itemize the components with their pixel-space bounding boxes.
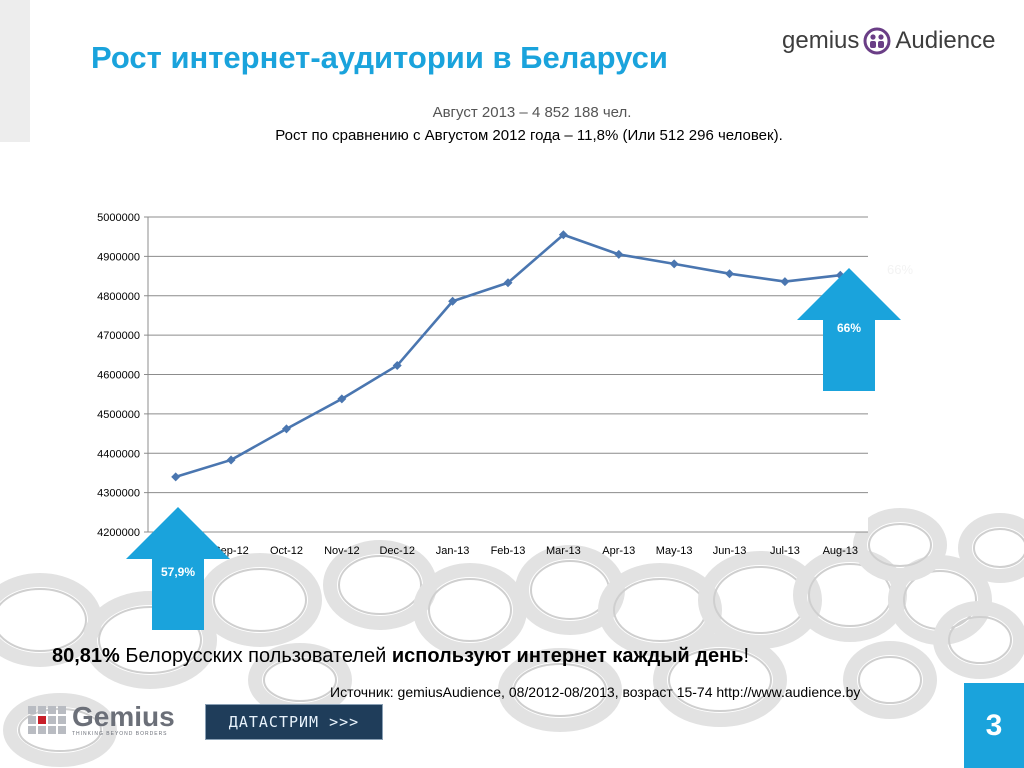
left-accent-strip [0,0,30,142]
data-point [725,269,735,279]
background-ring-inner [513,663,607,717]
x-tick-label: Dec-12 [379,545,414,557]
gemius-audience-logo: gemius Audience [782,24,995,58]
y-tick-label: 4800000 [97,291,140,303]
background-ring-inner [0,588,87,652]
data-point [171,472,181,482]
ghost-percent-label: 66% [887,262,913,277]
x-tick-label: May-13 [656,545,693,557]
data-point [281,424,291,434]
background-ring [413,563,527,657]
stat-emphasis: используют интернет каждый день [391,645,744,667]
background-ring [698,551,822,649]
y-tick-label: 4200000 [97,527,140,539]
background-ring-inner [668,648,772,712]
data-point [337,394,347,404]
x-tick-label: Jun-13 [713,545,747,557]
background-ring [933,601,1024,679]
data-point [780,277,790,287]
data-point [448,296,458,306]
up-arrow-left-label: 57,9% [161,565,195,579]
stat-percent: 80,81% [52,645,120,667]
x-tick-label: Mar-13 [546,545,581,557]
y-tick-label: 4500000 [97,409,140,421]
logo-word-gemius: gemius [782,27,860,54]
page-title: Рост интернет-аудитории в Беларуси [91,40,668,75]
x-tick-label: Feb-13 [491,545,526,557]
stat-end: ! [743,645,750,667]
background-ring-inner [98,606,202,674]
x-tick-label: Oct-12 [270,545,303,557]
x-tick-label: Jan-13 [436,545,470,557]
background-ring-inner [263,658,337,702]
x-tick-label: Apr-13 [602,545,635,557]
y-tick-label: 4600000 [97,370,140,382]
stat-text: Белорусских пользователей [119,645,392,667]
datastream-logo: ДАТАСТРИМ >>> [205,704,383,740]
background-ring-inner [213,568,307,632]
background-ring [853,508,947,582]
y-tick-label: 4400000 [97,448,140,460]
y-tick-label: 4300000 [97,488,140,500]
source-note: Источник: gemiusAudience, 08/2012-08/201… [330,684,861,700]
background-ring [498,648,622,732]
background-ring [958,513,1024,583]
background-ring [83,591,217,689]
data-point [226,455,236,465]
gemius-logo: Gemius THINKING BEYOND BORDERS [28,700,175,740]
background-ring [843,641,937,719]
background-ring-inner [428,578,512,642]
slide-number: 3 [964,683,1024,768]
data-point [669,259,679,269]
background-ring-inner [338,555,422,615]
up-arrow-right-label: 66% [837,321,861,335]
y-tick-label: 4900000 [97,251,140,263]
background-ring [198,553,322,647]
logo-word-audience: Audience [895,27,996,54]
up-arrow-right [797,268,901,391]
gemius-wordmark: Gemius [72,701,175,732]
gemius-grid-icon [28,706,66,734]
y-tick-label: 4700000 [97,330,140,342]
data-point [503,278,513,288]
subtitle-august-total: Август 2013 – 4 852 188 чел. [432,104,632,121]
data-point [558,230,568,240]
audience-people-icon [863,27,891,55]
y-tick-label: 5000000 [97,212,140,224]
background-ring-inner [973,528,1024,568]
background-ring [653,633,787,727]
subtitle-growth: Рост по сравнению с Августом 2012 года –… [275,127,783,144]
background-ring-inner [948,616,1012,664]
x-tick-label: Jul-13 [770,545,800,557]
background-ring [3,693,117,767]
x-tick-label: Nov-12 [324,545,359,557]
gemius-tagline: THINKING BEYOND BORDERS [72,731,168,737]
background-ring-inner [858,656,922,704]
data-point [392,360,402,370]
daily-usage-statement: 80,81% Белорусских пользователей использ… [52,645,749,668]
data-point [614,249,624,259]
up-arrow-left [126,507,230,630]
background-ring-inner [868,523,932,567]
x-tick-label: Aug-13 [823,545,858,557]
